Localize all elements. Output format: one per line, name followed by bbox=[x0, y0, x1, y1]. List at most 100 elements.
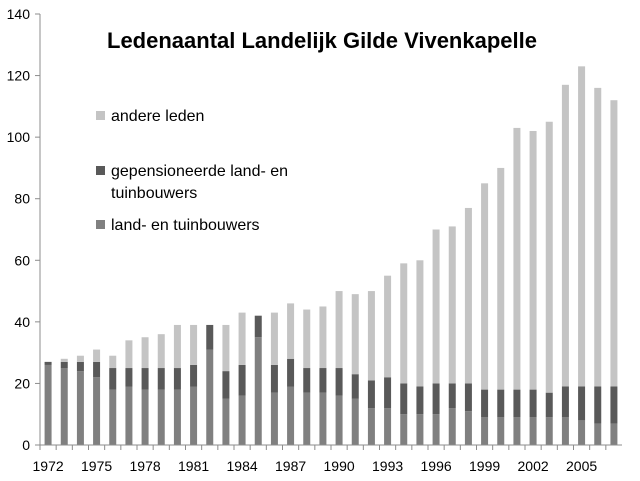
x-tick-label-1993: 1993 bbox=[372, 458, 403, 474]
bar-2006-series-0 bbox=[594, 423, 602, 445]
x-tick-label-1987: 1987 bbox=[275, 458, 306, 474]
bar-1974-series-0 bbox=[76, 371, 84, 445]
bar-2005-series-0 bbox=[578, 420, 586, 445]
bar-1997-series-2 bbox=[448, 226, 456, 384]
bar-1979-series-2 bbox=[157, 334, 165, 369]
bar-1990-series-1 bbox=[335, 368, 343, 396]
bar-2002-series-0 bbox=[529, 417, 537, 445]
bar-1988-series-2 bbox=[303, 309, 311, 369]
bar-2001-series-0 bbox=[513, 417, 521, 445]
bar-1981-series-2 bbox=[190, 324, 198, 365]
bar-1992-series-2 bbox=[367, 291, 375, 381]
bar-1975-series-1 bbox=[93, 361, 101, 378]
bar-1979-series-1 bbox=[157, 368, 165, 390]
bar-1997-series-0 bbox=[448, 408, 456, 445]
bar-1987-series-1 bbox=[287, 358, 295, 387]
bar-1978-series-0 bbox=[141, 389, 149, 445]
bar-1995-series-2 bbox=[416, 260, 424, 387]
bar-1996-series-0 bbox=[432, 414, 440, 445]
y-tick-label-40: 40 bbox=[14, 314, 30, 330]
bar-1973-series-0 bbox=[60, 368, 68, 445]
bar-1995-series-0 bbox=[416, 414, 424, 445]
bar-1972-series-0 bbox=[44, 364, 52, 445]
bar-2001-series-2 bbox=[513, 127, 521, 390]
y-tick-label-140: 140 bbox=[7, 6, 31, 22]
bar-1984-series-0 bbox=[238, 395, 246, 445]
bar-1992-series-1 bbox=[367, 380, 375, 409]
bar-1986-series-0 bbox=[270, 392, 278, 445]
bar-1978-series-2 bbox=[141, 337, 149, 369]
y-tick-label-60: 60 bbox=[14, 252, 30, 268]
y-tick-label-80: 80 bbox=[14, 191, 30, 207]
bar-2005-series-1 bbox=[578, 386, 586, 421]
bar-1979-series-0 bbox=[157, 389, 165, 445]
bar-1981-series-0 bbox=[190, 386, 198, 445]
bar-1975-series-2 bbox=[93, 349, 101, 362]
bar-2007-series-2 bbox=[610, 100, 618, 387]
bar-1990-series-0 bbox=[335, 395, 343, 445]
bar-2000-series-2 bbox=[497, 167, 505, 390]
bar-1977-series-1 bbox=[125, 368, 133, 387]
legend-swatch-1 bbox=[96, 166, 105, 175]
bar-1988-series-1 bbox=[303, 368, 311, 393]
chart-title: Ledenaantal Landelijk Gilde Vivenkapelle bbox=[107, 28, 537, 53]
bar-1980-series-0 bbox=[173, 389, 181, 445]
bar-1996-series-2 bbox=[432, 229, 440, 384]
bar-1997-series-1 bbox=[448, 383, 456, 409]
bar-1987-series-0 bbox=[287, 386, 295, 445]
bar-1982-series-0 bbox=[206, 349, 214, 445]
bar-1994-series-2 bbox=[400, 263, 408, 384]
bar-2001-series-1 bbox=[513, 389, 521, 418]
x-tick-label-2002: 2002 bbox=[518, 458, 549, 474]
bar-1993-series-2 bbox=[384, 275, 392, 378]
legend-label-2: land- en tuinbouwers bbox=[111, 217, 260, 234]
bar-1998-series-2 bbox=[464, 207, 472, 384]
x-tick-label-1978: 1978 bbox=[130, 458, 161, 474]
bar-2005-series-2 bbox=[578, 66, 586, 387]
x-tick-label-1975: 1975 bbox=[81, 458, 112, 474]
bar-1986-series-2 bbox=[270, 312, 278, 365]
bar-1983-series-1 bbox=[222, 371, 230, 399]
x-tick-label-1981: 1981 bbox=[178, 458, 209, 474]
bar-1977-series-2 bbox=[125, 340, 133, 369]
bar-1973-series-1 bbox=[60, 361, 68, 369]
bar-1978-series-1 bbox=[141, 368, 149, 390]
bar-1984-series-1 bbox=[238, 364, 246, 396]
y-tick-label-100: 100 bbox=[7, 129, 31, 145]
bar-2007-series-1 bbox=[610, 386, 618, 424]
bar-1977-series-0 bbox=[125, 386, 133, 445]
bar-1994-series-1 bbox=[400, 383, 408, 415]
bar-1976-series-0 bbox=[109, 389, 117, 445]
bar-1976-series-2 bbox=[109, 355, 117, 369]
bar-2006-series-1 bbox=[594, 386, 602, 424]
bar-1984-series-2 bbox=[238, 312, 246, 365]
bar-1989-series-2 bbox=[319, 306, 327, 369]
bar-1974-series-1 bbox=[76, 361, 84, 372]
legend-swatch-0 bbox=[96, 111, 105, 120]
bar-1985-series-1 bbox=[254, 315, 262, 338]
bar-1983-series-0 bbox=[222, 398, 230, 445]
y-tick-label-120: 120 bbox=[7, 68, 31, 84]
bar-1972-series-1 bbox=[44, 361, 52, 365]
bar-2007-series-0 bbox=[610, 423, 618, 445]
bar-1985-series-0 bbox=[254, 337, 262, 445]
bar-1980-series-1 bbox=[173, 368, 181, 390]
bar-2004-series-0 bbox=[561, 417, 569, 445]
bar-1995-series-1 bbox=[416, 386, 424, 415]
bar-2002-series-1 bbox=[529, 389, 537, 418]
x-tick-label-1972: 1972 bbox=[33, 458, 64, 474]
bar-1993-series-1 bbox=[384, 377, 392, 409]
bar-2003-series-0 bbox=[545, 417, 553, 445]
bar-1989-series-0 bbox=[319, 392, 327, 445]
bar-2004-series-2 bbox=[561, 84, 569, 387]
bar-1998-series-0 bbox=[464, 411, 472, 445]
bar-1991-series-1 bbox=[351, 374, 359, 399]
y-tick-label-20: 20 bbox=[14, 375, 30, 391]
bar-1974-series-2 bbox=[76, 355, 84, 362]
bar-2003-series-2 bbox=[545, 121, 553, 393]
bar-1991-series-0 bbox=[351, 398, 359, 445]
bar-2006-series-2 bbox=[594, 87, 602, 387]
bar-1992-series-0 bbox=[367, 408, 375, 445]
bar-1996-series-1 bbox=[432, 383, 440, 415]
